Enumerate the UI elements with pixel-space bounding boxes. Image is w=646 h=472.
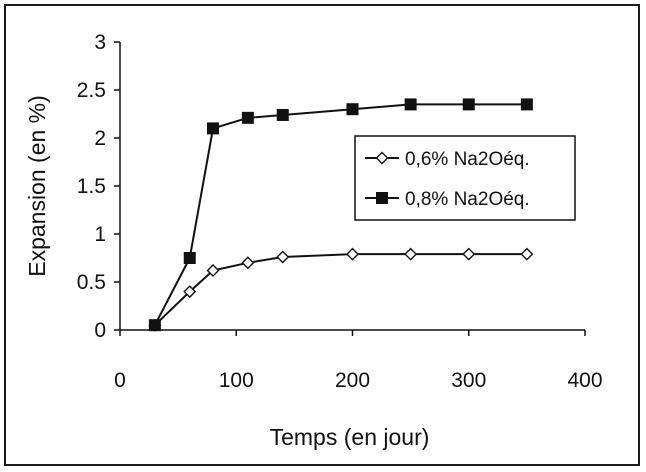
data-point <box>207 122 219 135</box>
series-layer <box>148 98 534 332</box>
data-point <box>404 247 418 261</box>
legend-label: 0,8% Na2Oéq. <box>405 189 530 210</box>
legend: 0,6% Na2Oéq. 0,8% Na2Oéq. <box>354 135 576 221</box>
legend-box <box>354 135 576 221</box>
data-point <box>462 98 475 111</box>
data-point <box>462 247 476 261</box>
diamond-icon <box>375 151 389 165</box>
data-point <box>346 103 359 116</box>
x-tick-label: 0 <box>114 369 126 392</box>
y-tick-label: 0.5 <box>77 271 106 294</box>
data-point <box>276 108 289 121</box>
legend-item: 0,6% Na2Oéq. <box>365 149 530 170</box>
y-tick-label: 1 <box>94 223 106 246</box>
data-point <box>520 98 533 111</box>
data-point <box>183 252 196 264</box>
data-point <box>206 263 220 277</box>
y-tick-label: 3 <box>94 31 106 54</box>
x-tick-label: 400 <box>567 369 602 392</box>
x-tick-label: 100 <box>219 369 254 392</box>
data-point <box>148 319 161 332</box>
data-point <box>241 256 255 270</box>
data-point <box>276 250 290 264</box>
x-tick-label: 300 <box>451 369 486 392</box>
y-axis-title: Expansion (en %) <box>24 95 50 277</box>
data-point <box>241 111 254 124</box>
legend-item: 0,8% Na2Oéq. <box>365 189 530 210</box>
data-point <box>520 247 534 261</box>
y-tick-label: 1.5 <box>77 175 106 198</box>
square-icon <box>376 192 388 204</box>
y-tick-label: 0 <box>94 319 106 342</box>
series-2 <box>148 98 533 332</box>
x-ticks: 0 100 200 300 400 <box>114 330 603 392</box>
x-axis-title: Temps (en jour) <box>270 424 430 450</box>
legend-label: 0,6% Na2Oéq. <box>405 149 530 170</box>
data-point <box>404 98 417 111</box>
x-tick-label: 200 <box>335 369 370 392</box>
data-point <box>346 247 359 261</box>
data-point <box>183 285 197 299</box>
y-tick-label: 2.5 <box>77 79 106 102</box>
y-tick-label: 2 <box>94 127 106 150</box>
y-ticks: 0 0.5 1 1.5 2 2.5 3 <box>77 31 120 342</box>
